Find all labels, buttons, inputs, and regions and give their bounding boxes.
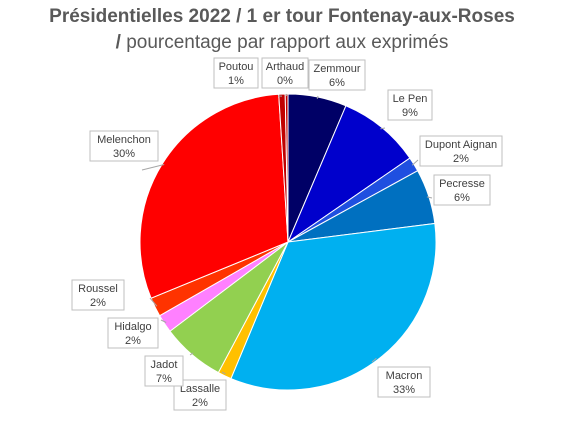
data-label-box [144, 355, 184, 387]
label-leaders [141, 93, 433, 375]
data-label-box [89, 130, 159, 162]
data-label-arthaud: Arthaud 0% [261, 57, 309, 89]
pie-slice-macron [230, 222, 437, 391]
data-label-percent: 7% [156, 373, 172, 385]
leader-pecresse [426, 196, 433, 199]
data-label-box [419, 135, 503, 167]
data-label-name: Macron [386, 370, 423, 382]
data-label-jadot: Jadot 7% [144, 355, 184, 387]
data-label-roussel: Roussel 2% [71, 279, 125, 311]
data-label-zemmour: Zemmour 6% [308, 59, 366, 91]
data-label-name: Lassalle [180, 383, 220, 395]
data-label-dupont-aignan: Dupont Aignan 2% [419, 135, 503, 167]
slice-labels: Zemmour 6% Le Pen 9% Dupont Aignan 2% Pecresse… [71, 57, 503, 411]
pie-slice-le-pen [286, 105, 411, 244]
data-label-hidalgo: Hidalgo 2% [107, 317, 159, 349]
data-label-box [387, 89, 433, 121]
data-label-box [71, 279, 125, 311]
data-label-percent: 2% [90, 297, 106, 309]
data-label-percent: 2% [192, 397, 208, 409]
data-label-percent: 0% [277, 75, 293, 87]
data-label-percent: 6% [454, 192, 470, 204]
data-label-poutou: Poutou 1% [213, 57, 259, 89]
data-label-name: Hidalgo [114, 321, 151, 333]
data-label-name: Jadot [151, 359, 178, 371]
leader-le-pen [380, 127, 386, 130]
data-label-percent: 2% [453, 153, 469, 165]
data-label-lassalle: Lassalle 2% [173, 379, 227, 411]
data-label-name: Arthaud [266, 61, 305, 73]
data-label-melenchon: Melenchon 30% [89, 130, 159, 162]
data-label-percent: 33% [393, 384, 415, 396]
data-label-pecresse: Pecresse 6% [433, 174, 491, 206]
data-label-name: Poutou [219, 61, 254, 73]
data-label-name: Melenchon [97, 134, 151, 146]
leader-jadot [189, 352, 194, 356]
chart-title-line1: Présidentielles 2022 / 1 er tour Fontena… [49, 6, 515, 27]
pie-slice-melenchon [139, 93, 289, 299]
leader-arthaud [285, 93, 288, 97]
data-label-percent: 9% [402, 107, 418, 119]
leader-melenchon [141, 164, 165, 171]
pie-slices [139, 93, 437, 391]
data-label-percent: 6% [329, 77, 345, 89]
data-label-macron: Macron 33% [377, 366, 431, 398]
data-label-name: Dupont Aignan [425, 139, 497, 151]
chart-title-subtitle: pourcentage par rapport aux exprimés [121, 32, 448, 53]
leader-hidalgo [160, 319, 167, 323]
data-label-le-pen: Le Pen 9% [387, 89, 433, 121]
chart-title-slash: / [116, 32, 122, 53]
data-label-name: Le Pen [393, 93, 428, 105]
data-label-percent: 30% [113, 148, 135, 160]
data-label-box [261, 57, 309, 89]
data-label-box [377, 366, 431, 398]
leader-lassalle [221, 371, 226, 375]
leader-roussel [149, 297, 158, 307]
data-label-box [308, 59, 366, 91]
leader-dupont-aignan [411, 159, 419, 166]
leader-macron [371, 357, 377, 363]
data-label-box [213, 57, 259, 89]
data-label-name: Zemmour [313, 63, 360, 75]
leader-zemmour [316, 95, 319, 100]
data-label-percent: 1% [228, 75, 244, 87]
data-label-name: Pecresse [439, 178, 485, 190]
pie-slice-arthaud [284, 93, 289, 243]
data-label-name: Roussel [78, 283, 118, 295]
data-label-box [433, 174, 491, 206]
data-label-box [107, 317, 159, 349]
chart-title-line2: / pourcentage par rapport aux exprimés [116, 32, 449, 53]
data-label-percent: 2% [125, 335, 141, 347]
